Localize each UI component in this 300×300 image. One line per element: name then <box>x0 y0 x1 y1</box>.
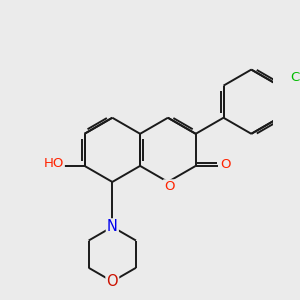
Text: HO: HO <box>44 157 64 170</box>
Text: Cl: Cl <box>290 71 300 84</box>
Text: O: O <box>106 274 118 289</box>
Text: O: O <box>220 158 231 171</box>
Text: N: N <box>107 219 118 234</box>
Text: O: O <box>164 180 175 193</box>
